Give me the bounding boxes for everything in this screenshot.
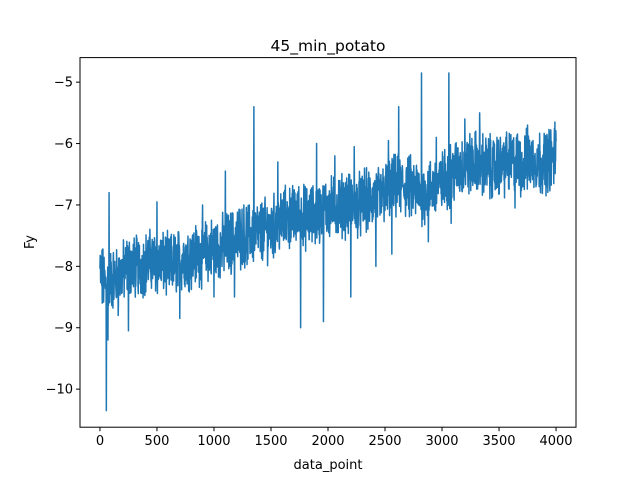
x-tick-label: 2500 xyxy=(368,434,401,449)
y-tick-label: −8 xyxy=(54,260,73,275)
x-axis-label: data_point xyxy=(294,458,363,473)
chart-title: 45_min_potato xyxy=(271,37,386,56)
series-line xyxy=(99,72,557,412)
x-tick-label: 4000 xyxy=(539,434,572,449)
y-axis: −10 −9 −8 −7 −6 −5 xyxy=(46,76,80,398)
x-tick-label: 1000 xyxy=(197,434,230,449)
y-tick-label: −9 xyxy=(54,321,73,336)
x-tick-label: 500 xyxy=(145,434,170,449)
x-tick-label: 1500 xyxy=(254,434,287,449)
x-tick-label: 0 xyxy=(96,434,104,449)
x-tick-label: 2000 xyxy=(311,434,344,449)
x-tick-label: 3500 xyxy=(482,434,515,449)
plot-area xyxy=(99,72,557,412)
y-tick-label: −7 xyxy=(54,198,73,213)
x-axis: 0 500 1000 1500 2000 2500 3000 3500 4000 xyxy=(96,427,573,449)
y-tick-label: −10 xyxy=(46,383,73,398)
y-axis-label: Fy xyxy=(23,235,38,249)
y-tick-label: −5 xyxy=(54,76,73,91)
x-tick-label: 3000 xyxy=(425,434,458,449)
y-tick-label: −6 xyxy=(54,137,73,152)
